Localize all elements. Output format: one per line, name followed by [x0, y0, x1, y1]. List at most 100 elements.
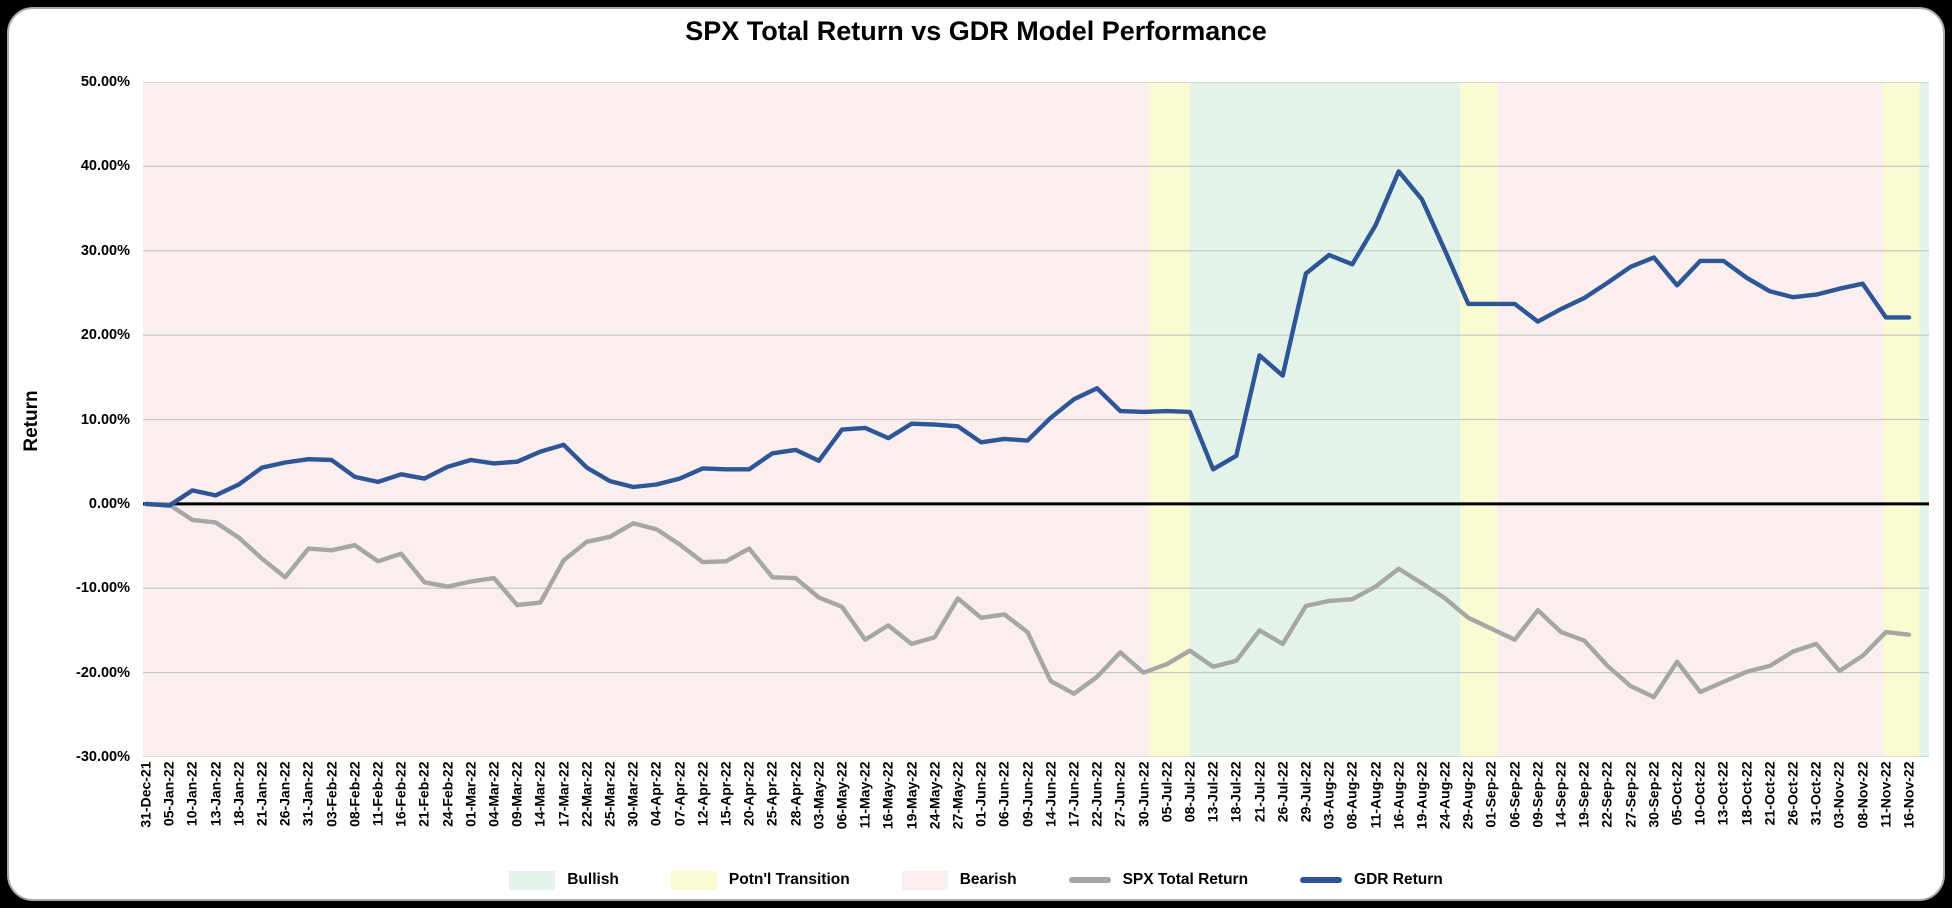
x-axis-tick-label: 12-Apr-22	[694, 761, 711, 827]
x-axis-tick-label: 21-Jan-22	[253, 761, 270, 827]
x-axis-tick-label: 24-May-22	[926, 761, 943, 830]
x-axis-tick-label: 16-Aug-22	[1390, 761, 1407, 830]
x-axis-tick-label: 14-Jun-22	[1042, 761, 1059, 827]
x-axis-tick-label: 06-Sep-22	[1506, 761, 1523, 828]
x-axis-tick-label: 11-Aug-22	[1367, 761, 1383, 829]
x-axis-tick-label: 06-May-22	[833, 761, 850, 830]
x-axis-tick-label: 27-Sep-22	[1622, 761, 1639, 828]
x-axis-tick-label: 05-Jan-22	[160, 761, 177, 827]
legend-item-potn-l-transition: Potn'l Transition	[670, 870, 850, 890]
x-axis-tick-label: 16-Feb-22	[392, 761, 409, 827]
x-axis-tick-label: 08-Nov-22	[1854, 761, 1871, 829]
x-axis-tick-label: 14-Mar-22	[531, 761, 548, 827]
x-axis-tick-label: 03-Nov-22	[1830, 761, 1847, 829]
x-axis-tick-label: 17-Mar-22	[555, 761, 572, 827]
x-axis-tick-label: 20-Apr-22	[740, 761, 757, 827]
legend-label: Potn'l Transition	[728, 871, 850, 888]
x-axis-tick-label: 19-Sep-22	[1575, 761, 1592, 828]
legend-item-gdr-return: GDR Return	[1300, 871, 1443, 889]
x-axis-tick-label: 31-Oct-22	[1807, 761, 1824, 826]
x-axis-tick-label: 08-Feb-22	[346, 761, 363, 827]
x-axis-tick-label: 10-Jan-22	[183, 761, 200, 827]
x-axis-tick-label: 13-Oct-22	[1714, 761, 1731, 826]
legend-label: Bearish	[959, 871, 1017, 888]
x-axis-tick-label: 21-Feb-22	[415, 761, 432, 827]
legend-label: SPX Total Return	[1122, 871, 1249, 888]
legend-line-marker	[1300, 877, 1343, 883]
gdr-return-line	[143, 169, 1912, 508]
y-axis-tick-label: -30.00%	[75, 749, 130, 765]
y-axis-tick-label: 0.00%	[88, 495, 130, 512]
x-axis-tick-label: 16-May-22	[879, 761, 896, 830]
x-axis-tick-label: 27-Jun-22	[1111, 761, 1128, 827]
x-axis-tick-label: 22-Jun-22	[1088, 761, 1105, 827]
y-axis-tick-label: 50.00%	[80, 74, 130, 90]
x-axis-tick-label: 05-Jul-22	[1158, 761, 1175, 823]
x-axis-tick-label: 07-Apr-22	[671, 761, 688, 827]
x-axis-tick-label: 19-Aug-22	[1413, 761, 1430, 830]
x-axis-tick-label: 15-Apr-22	[717, 761, 734, 827]
x-axis-tick-label: 05-Oct-22	[1668, 761, 1685, 826]
x-axis-tick-label: 18-Jan-22	[230, 761, 247, 827]
x-axis-tick-label: 04-Mar-22	[485, 761, 502, 827]
x-axis-tick-label: 13-Jan-22	[207, 761, 224, 827]
x-axis-tick-label: 16-Nov-22	[1900, 761, 1917, 829]
x-axis-tick-label: 09-Sep-22	[1529, 761, 1546, 828]
x-axis-tick-label: 18-Jul-22	[1227, 761, 1244, 823]
x-axis-tick-label: 21-Jul-22	[1251, 761, 1267, 823]
x-axis-tick-label: 30-Sep-22	[1645, 761, 1662, 828]
x-axis-tick-label: 04-Apr-22	[647, 761, 664, 827]
x-axis-tick-label: 01-Sep-22	[1482, 761, 1499, 828]
x-axis-tick-label: 29-Aug-22	[1459, 761, 1476, 830]
x-axis-tick-label: 28-Apr-22	[787, 761, 804, 827]
x-axis-tick-label: 01-Mar-22	[462, 761, 479, 827]
y-axis-tick-label: -10.00%	[75, 580, 130, 597]
legend-label: GDR Return	[1354, 871, 1443, 888]
chart-legend: Bullish Potn'l Transition Bearish SPX Total…	[0, 860, 1952, 900]
legend-color-patch	[901, 870, 948, 890]
x-axis-tick-label: 19-May-22	[903, 761, 920, 830]
x-axis-tick-label: 17-Jun-22	[1065, 761, 1082, 827]
x-axis-tick-label: 11-Feb-22	[369, 761, 386, 827]
legend-color-patch	[509, 870, 556, 890]
x-axis-tick-label: 21-Oct-22	[1761, 761, 1778, 826]
x-axis-tick-label: 31-Dec-21	[137, 761, 154, 828]
x-axis-tick-label: 06-Jun-22	[995, 761, 1012, 827]
x-axis-tick-label: 22-Sep-22	[1598, 761, 1615, 828]
y-axis-tick-label: 10.00%	[80, 411, 130, 428]
x-axis-tick-label: 24-Aug-22	[1436, 761, 1453, 830]
x-axis-tick-label: 03-May-22	[810, 761, 827, 830]
x-axis-tick-label: 10-Oct-22	[1691, 761, 1708, 826]
x-axis-tick-label: 24-Feb-22	[439, 761, 456, 827]
x-axis-tick-label: 26-Jan-22	[276, 761, 293, 827]
x-axis-tick-label: 30-Mar-22	[624, 761, 641, 827]
x-axis-tick-label: 26-Jul-22	[1274, 761, 1291, 823]
y-axis-tick-label: 30.00%	[80, 242, 130, 259]
x-axis-tick-label: 11-May-22	[856, 761, 873, 829]
x-axis-tick-label: 22-Mar-22	[578, 761, 595, 827]
x-axis-tick-label: 03-Feb-22	[323, 761, 340, 827]
x-axis-tick-label: 03-Aug-22	[1320, 761, 1337, 830]
x-axis-tick-label: 18-Oct-22	[1738, 761, 1755, 826]
x-axis-tick-label: 09-Jun-22	[1019, 761, 1036, 827]
chart-title: SPX Total Return vs GDR Model Performanc…	[685, 16, 1267, 46]
spx-total-return-line	[143, 501, 1912, 700]
x-axis-tick-label: 08-Jul-22	[1181, 761, 1198, 823]
x-axis-tick-label: 26-Oct-22	[1784, 761, 1801, 826]
x-axis-tick-label: 08-Aug-22	[1343, 761, 1360, 830]
plot-area	[143, 82, 1929, 757]
legend-label: Bullish	[567, 871, 619, 888]
legend-color-patch	[670, 870, 717, 890]
x-axis-tick-label: 01-Jun-22	[972, 761, 989, 827]
x-axis-tick-label: 14-Sep-22	[1552, 761, 1569, 828]
y-axis-tick-label: -20.00%	[75, 664, 130, 681]
y-axis-tick-label: 20.00%	[80, 327, 130, 344]
legend-item-bullish: Bullish	[509, 870, 619, 890]
y-axis-tick-label: 40.00%	[80, 158, 130, 175]
x-axis-tick-label: 27-May-22	[949, 761, 966, 830]
x-axis-tick-label: 29-Jul-22	[1297, 761, 1314, 823]
legend-item-spx-total-return: SPX Total Return	[1068, 871, 1249, 889]
x-axis-tick-label: 31-Jan-22	[299, 761, 316, 827]
x-axis-tick-label: 25-Apr-22	[763, 761, 780, 827]
